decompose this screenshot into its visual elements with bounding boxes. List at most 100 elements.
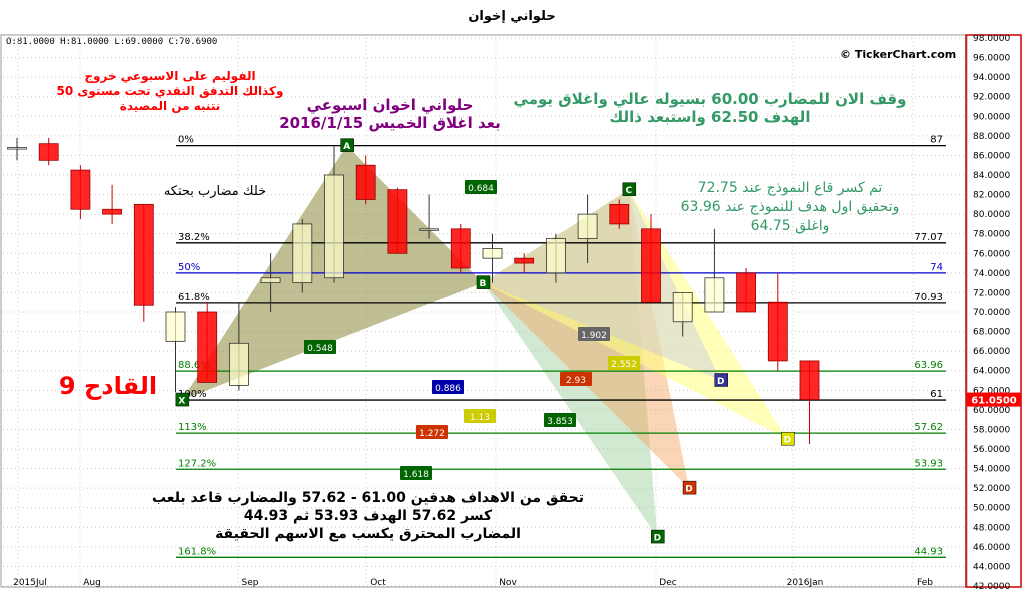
pattern-point-label: A — [343, 142, 350, 152]
candle-body — [133, 203, 154, 306]
fib-value-label: 53.93 — [914, 458, 943, 469]
y-tick-label: 46.0000 — [973, 543, 1010, 553]
pattern-point-label: D — [717, 377, 724, 387]
ratio-labels: 0.684 0.548 1.902 2.552 2.93 0.886 1.13 3.853 1.… — [304, 180, 640, 480]
candle-body — [324, 174, 344, 279]
pattern-point-marker — [682, 480, 697, 495]
note-bottom-line: تحقق من الاهداف هدفين 61.00 - 57.62 والم… — [152, 490, 584, 506]
ratio-badge-text: 1.902 — [581, 331, 607, 341]
candle-body — [546, 238, 566, 274]
y-tick-label: 90.0000 — [973, 112, 1010, 122]
fib-pct-label: 61.8% — [178, 292, 210, 303]
y-tick-label: 50.0000 — [973, 504, 1010, 514]
note-green-top-line: الهدف 62.50 واستبعد ذالك — [610, 108, 811, 126]
ratio-badge-text: 2.93 — [566, 376, 586, 386]
candle-body — [7, 147, 27, 150]
ratio-badge — [578, 327, 610, 341]
last-price-bg — [967, 392, 1021, 407]
candle-body — [260, 277, 281, 284]
candle-body — [799, 360, 820, 400]
y-tick-label: 98.0000 — [973, 34, 1010, 44]
fib-value-label: 63.96 — [914, 360, 943, 371]
chart-title: حلواني إخوان — [468, 9, 556, 24]
note-green-mid-line: واغلق 64.75 — [751, 218, 830, 234]
fib-pct-label: 50% — [178, 262, 200, 273]
pattern-point-label: D — [784, 436, 791, 446]
last-price-tag: 61.0500 — [967, 392, 1021, 407]
candle-body — [228, 342, 249, 386]
pattern-point-label: D — [685, 485, 692, 495]
note-green-mid-line: تم كسر قاع النموذج عند 72.75 — [698, 180, 883, 196]
ratio-badge — [560, 372, 592, 386]
ratio-badge — [432, 380, 464, 394]
pattern-point-marker — [714, 373, 728, 387]
y-tick-label: 54.0000 — [973, 465, 1010, 475]
note-bottom-line: المضارب المحترق يكسب مع الاسهم الحقيقة — [215, 526, 521, 542]
candle-body — [70, 169, 91, 210]
x-tick-label: Nov — [499, 578, 517, 588]
y-tick-label: 84.0000 — [973, 171, 1010, 181]
y-tick-label: 80.0000 — [973, 210, 1010, 220]
note-red-line: نتنبه من المصيدة — [120, 99, 220, 113]
y-tick-label: 66.0000 — [973, 347, 1010, 357]
pattern-markers: A B C X D D D D — [175, 138, 795, 544]
fib-pct-label: 38.2% — [178, 232, 210, 243]
fib-pct-label: 161.8% — [178, 546, 216, 557]
y-tick-label: 64.0000 — [973, 367, 1010, 377]
candle-body — [704, 277, 725, 313]
y-tick-label: 70.0000 — [973, 308, 1010, 318]
y-tick-label: 92.0000 — [973, 93, 1010, 103]
y-tick-label: 88.0000 — [973, 132, 1010, 142]
x-axis-ticks: 2015Jul Aug Sep Oct Nov Dec 2016Jan Feb — [13, 578, 933, 588]
note-big-red: القادح 9 — [59, 372, 157, 400]
candle-body — [165, 311, 186, 342]
candle-body — [736, 272, 756, 313]
y-tick-label: 44.0000 — [973, 562, 1010, 572]
fib-value-label: 74 — [930, 262, 943, 273]
ratio-badge — [465, 180, 497, 194]
pattern-point-label: B — [480, 279, 487, 289]
ratio-badge-text: 1.13 — [470, 413, 490, 423]
fib-value-label: 57.62 — [914, 422, 943, 433]
ratio-badge — [416, 425, 448, 439]
x-tick-label: Feb — [917, 578, 933, 588]
candlestick-chart[interactable]: 0% 87 38.2% 77.07 50% 74 61.8% 70.93 88.6% 63.96 1… — [0, 34, 1024, 591]
candle-body — [514, 257, 535, 264]
pattern-point-label: C — [626, 186, 633, 196]
candle-body — [767, 301, 788, 362]
candle-body — [672, 292, 693, 323]
ratio-badge — [544, 413, 576, 427]
bcd-triangle-blue — [482, 189, 721, 381]
ratio-badge-text: 1.272 — [419, 429, 445, 439]
y-tick-label: 96.0000 — [973, 54, 1010, 64]
y-tick-label: 94.0000 — [973, 73, 1010, 83]
fib-pct-label: 113% — [178, 422, 207, 433]
note-purple-line: حلواني اخوان اسبوعي — [307, 96, 474, 114]
candle-body — [355, 164, 376, 200]
y-axis-ticks: 98.0000 96.0000 94.0000 92.0000 90.0000 88.00… — [973, 34, 1010, 591]
candle-body — [577, 213, 598, 240]
note-red-line: الفوليم على الاسبوعي خروج — [84, 69, 255, 84]
pattern-point-marker — [476, 275, 491, 289]
fib-value-label: 44.93 — [914, 546, 943, 557]
candles — [7, 137, 820, 445]
ratio-badge-text: 1.618 — [403, 470, 429, 480]
y-tick-label: 74.0000 — [973, 269, 1010, 279]
fib-pct-label: 127.2% — [178, 458, 216, 469]
ratio-badge — [608, 356, 640, 370]
ratio-badge — [464, 409, 496, 423]
x-tick-label: Sep — [242, 578, 259, 588]
pattern-point-marker — [175, 392, 190, 407]
pattern-point-label: D — [654, 534, 661, 544]
note-pattern: خلك مضارب بحتكه — [164, 184, 266, 199]
ratio-badge-text: 2.552 — [611, 360, 637, 370]
fib-pct-label: 0% — [178, 135, 194, 146]
note-green-top-line: وقف الان للمضارب 60.00 بسيوله عالي واغلا… — [514, 90, 907, 108]
y-tick-label: 48.0000 — [973, 523, 1010, 533]
y-tick-label: 52.0000 — [973, 484, 1010, 494]
ohlc-readout: O:81.0000 H:81.0000 L:69.0000 C:70.6900 — [6, 37, 218, 47]
y-tick-label: 42.0000 — [973, 582, 1010, 591]
fib-pct-label: 88.6% — [178, 360, 210, 371]
ratio-badge — [304, 340, 336, 354]
